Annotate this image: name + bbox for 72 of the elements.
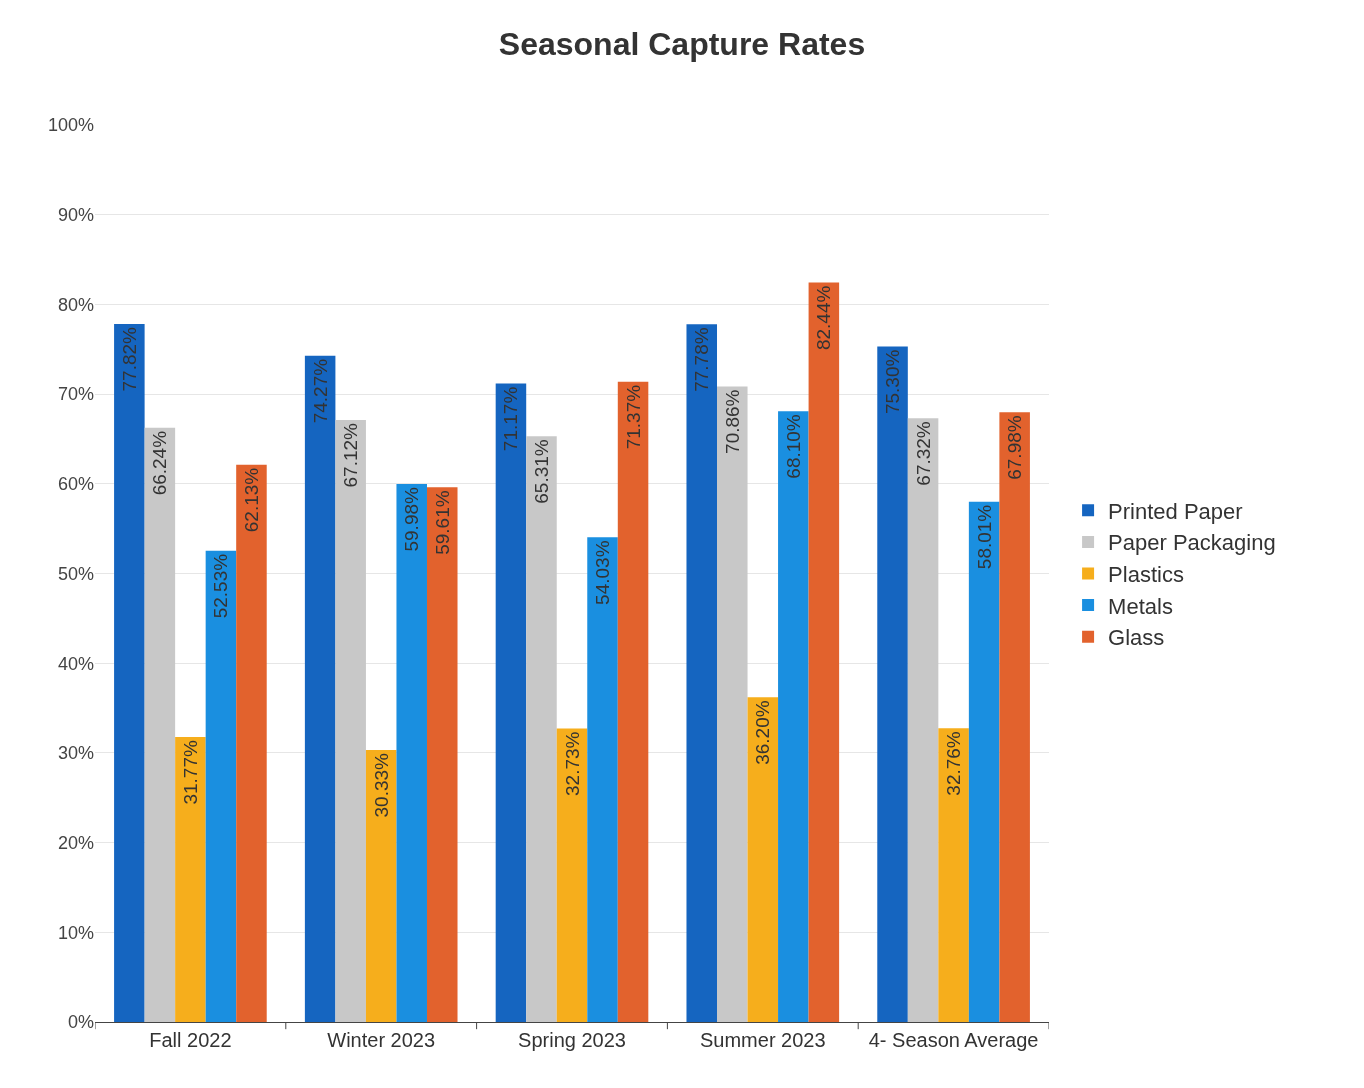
y-tick-label: 100% <box>47 115 94 136</box>
data-label: 70.86% <box>721 389 743 454</box>
bar <box>938 728 969 1022</box>
x-tick-label: Fall 2022 <box>149 1029 232 1051</box>
bar <box>556 728 588 1022</box>
data-label: 77.78% <box>691 327 713 392</box>
data-label: 67.32% <box>912 421 934 486</box>
bar <box>717 386 748 1022</box>
y-tick-label: 50% <box>57 563 94 584</box>
data-label: 36.20% <box>752 700 774 765</box>
bar <box>236 464 267 1022</box>
data-label: 82.44% <box>813 285 835 351</box>
bar <box>304 355 336 1022</box>
bar <box>877 346 908 1022</box>
legend-label: Paper Packaging <box>1108 530 1276 556</box>
data-label: 30.33% <box>370 752 392 818</box>
x-tick-label: 4- Season Average <box>868 1029 1039 1051</box>
y-tick-label: 0% <box>67 1012 94 1033</box>
bar <box>396 483 427 1022</box>
bar <box>747 697 779 1022</box>
y-tick-label: 40% <box>57 653 94 674</box>
data-label: 59.98% <box>401 486 423 552</box>
data-label: 58.01% <box>973 504 995 570</box>
bar <box>426 487 458 1022</box>
bar <box>808 282 840 1022</box>
y-tick-label: 80% <box>57 294 94 315</box>
legend-label: Printed Paper <box>1108 498 1243 524</box>
bar <box>144 427 176 1022</box>
data-label: 67.98% <box>1004 415 1026 480</box>
bar <box>686 324 718 1022</box>
y-tick-label: 20% <box>57 832 94 853</box>
bar <box>335 419 366 1022</box>
bar <box>907 418 939 1022</box>
bar <box>365 749 397 1022</box>
y-tick-label: 30% <box>57 743 94 764</box>
bar <box>205 550 237 1022</box>
bar <box>526 436 557 1022</box>
y-tick-label: 10% <box>57 922 94 943</box>
data-label: 52.53% <box>210 553 232 619</box>
x-tick-label: Winter 2023 <box>327 1029 436 1051</box>
bar <box>587 537 618 1022</box>
chart-title: Seasonal Capture Rates <box>498 26 866 63</box>
bar <box>114 323 145 1022</box>
data-label: 71.17% <box>500 386 522 452</box>
data-label: 59.61% <box>431 490 453 555</box>
data-label: 32.76% <box>943 731 965 796</box>
x-tick-label: Spring 2023 <box>518 1029 626 1051</box>
data-label: 77.82% <box>118 326 140 392</box>
x-tick-label: Summer 2023 <box>699 1029 826 1051</box>
bar <box>778 411 809 1022</box>
bar <box>495 383 527 1022</box>
data-label: 68.10% <box>782 414 804 479</box>
bar <box>175 737 206 1022</box>
bar <box>617 381 649 1022</box>
legend-label: Glass <box>1108 625 1165 651</box>
legend-label: Plastics <box>1108 562 1184 588</box>
legend-label: Metals <box>1108 593 1173 619</box>
data-label: 54.03% <box>592 540 614 605</box>
data-label: 74.27% <box>309 358 331 424</box>
data-label: 67.12% <box>340 422 362 488</box>
data-label: 32.73% <box>561 731 583 796</box>
data-label: 31.77% <box>179 740 201 805</box>
bar <box>968 501 1000 1022</box>
bar <box>999 412 1030 1022</box>
data-label: 62.13% <box>240 467 262 533</box>
y-tick-label: 90% <box>57 205 94 225</box>
y-tick-label: 60% <box>57 474 94 495</box>
data-label: 71.37% <box>622 384 644 450</box>
data-label: 66.24% <box>149 430 171 496</box>
y-tick-label: 70% <box>57 384 94 405</box>
data-label: 75.30% <box>882 349 904 415</box>
data-label: 65.31% <box>530 439 552 504</box>
